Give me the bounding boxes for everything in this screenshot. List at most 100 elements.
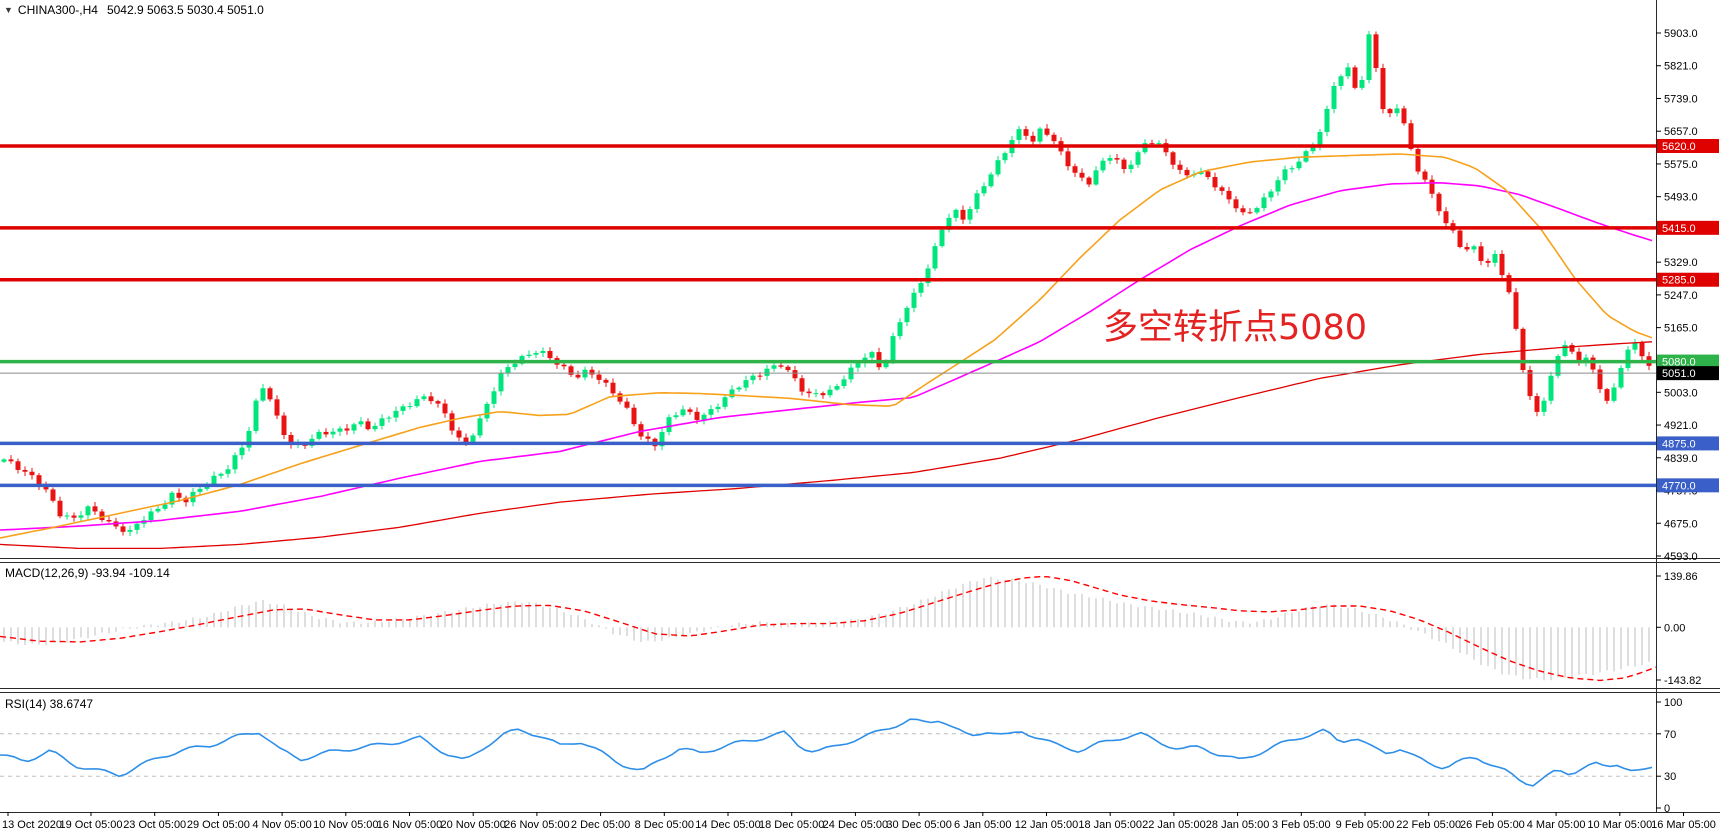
candle-body: [1401, 108, 1407, 124]
candle-body: [400, 406, 406, 411]
price-axis-label: 5821.0: [1664, 61, 1698, 73]
candle-body: [379, 418, 385, 426]
candle-body: [596, 374, 602, 380]
candle-body: [1513, 292, 1519, 329]
candle-body: [477, 418, 483, 436]
price-tag-resistance: 5285.0: [1657, 272, 1719, 287]
candle-body: [442, 403, 448, 414]
price-axis-label: 4593.0: [1664, 551, 1698, 563]
candle-body: [1380, 67, 1386, 110]
candle-body: [988, 174, 994, 187]
candle-body: [1268, 191, 1274, 198]
price-tag-resistance: 5415.0: [1657, 220, 1719, 235]
candle-body: [155, 508, 161, 512]
candle-body: [1569, 345, 1575, 352]
date-label: 14 Dec 05:00: [695, 819, 760, 831]
candle-body: [225, 469, 231, 474]
candle-body: [1534, 396, 1540, 412]
price-axis-label: 5903.0: [1664, 28, 1698, 40]
candle-body: [1261, 197, 1267, 209]
candle-body: [449, 413, 455, 431]
candle-body: [267, 388, 273, 400]
candle-body: [1422, 171, 1428, 180]
candle-body: [561, 364, 567, 367]
candle-body: [946, 217, 952, 230]
candle-body: [666, 417, 672, 433]
candle-body: [344, 428, 350, 431]
date-label: 24 Dec 05:00: [823, 819, 888, 831]
candle-body: [764, 368, 770, 376]
candle-body: [1632, 342, 1638, 350]
candle-body: [1184, 169, 1190, 176]
price-axis-label: 5003.0: [1664, 387, 1698, 399]
candle-body: [673, 415, 679, 418]
candle-body: [120, 526, 126, 532]
candle-body: [99, 511, 105, 521]
candle-body: [274, 399, 280, 416]
candle-body: [1233, 199, 1239, 209]
candle-body: [659, 432, 665, 447]
candle-body: [1576, 351, 1582, 363]
candle-body: [281, 415, 287, 436]
price-axis-label: 4839.0: [1664, 453, 1698, 465]
candle-body: [1597, 369, 1603, 390]
candle-body: [15, 461, 21, 470]
candle-body: [414, 399, 420, 407]
candle-body: [925, 268, 931, 284]
candle-body: [85, 506, 91, 516]
price-tag-resistance: 5620.0: [1657, 138, 1719, 153]
date-label: 6 Jan 05:00: [954, 819, 1012, 831]
candle-body: [771, 365, 777, 369]
candle-body: [197, 488, 203, 492]
candle-body: [1359, 79, 1365, 88]
candle-body: [92, 506, 98, 512]
candle-body: [736, 387, 742, 390]
candle-body: [757, 375, 763, 377]
candle-body: [1, 459, 7, 462]
candle-body: [1240, 208, 1246, 213]
candle-body: [610, 382, 616, 394]
candle-body: [288, 435, 294, 445]
price-tag-text: 4875.0: [1662, 438, 1696, 450]
candle-body: [645, 436, 651, 439]
symbol-dropdown-icon[interactable]: ▼: [4, 5, 13, 15]
candle-body: [1002, 153, 1008, 161]
candle-body: [456, 430, 462, 438]
candle-body: [106, 520, 112, 522]
candle-body: [78, 515, 84, 518]
candle-body: [792, 370, 798, 379]
candle-body: [589, 369, 595, 375]
candle-body: [869, 352, 875, 358]
candle-body: [470, 435, 476, 444]
date-label: 30 Dec 05:00: [886, 819, 951, 831]
date-label: 22 Feb 05:00: [1396, 819, 1461, 831]
candle-body: [897, 322, 903, 337]
rsi-indicator-label: RSI(14) 38.6747: [5, 697, 94, 711]
candle-body: [1310, 146, 1316, 152]
candle-body: [1023, 129, 1029, 136]
candle-body: [918, 283, 924, 293]
candle-body: [687, 409, 693, 412]
candle-body: [1037, 128, 1043, 142]
candle-body: [43, 486, 49, 490]
candle-body: [1317, 131, 1323, 147]
candle-body: [575, 374, 581, 378]
candle-body: [162, 504, 168, 509]
price-tag-bg: [1657, 436, 1719, 451]
candle-body: [463, 437, 469, 444]
candle-body: [358, 421, 364, 425]
candle-body: [743, 380, 749, 388]
candle-body: [1226, 190, 1232, 200]
candle-body: [1093, 170, 1099, 185]
candle-body: [1324, 108, 1330, 132]
macd-axis-label: 0.00: [1664, 622, 1685, 634]
ma-medium-magenta-line: [0, 181, 1653, 531]
candle-body: [330, 431, 336, 435]
candle-body: [260, 388, 266, 401]
rsi-line: [0, 718, 1653, 787]
candle-body: [386, 417, 392, 419]
date-label: 18 Dec 05:00: [759, 819, 824, 831]
